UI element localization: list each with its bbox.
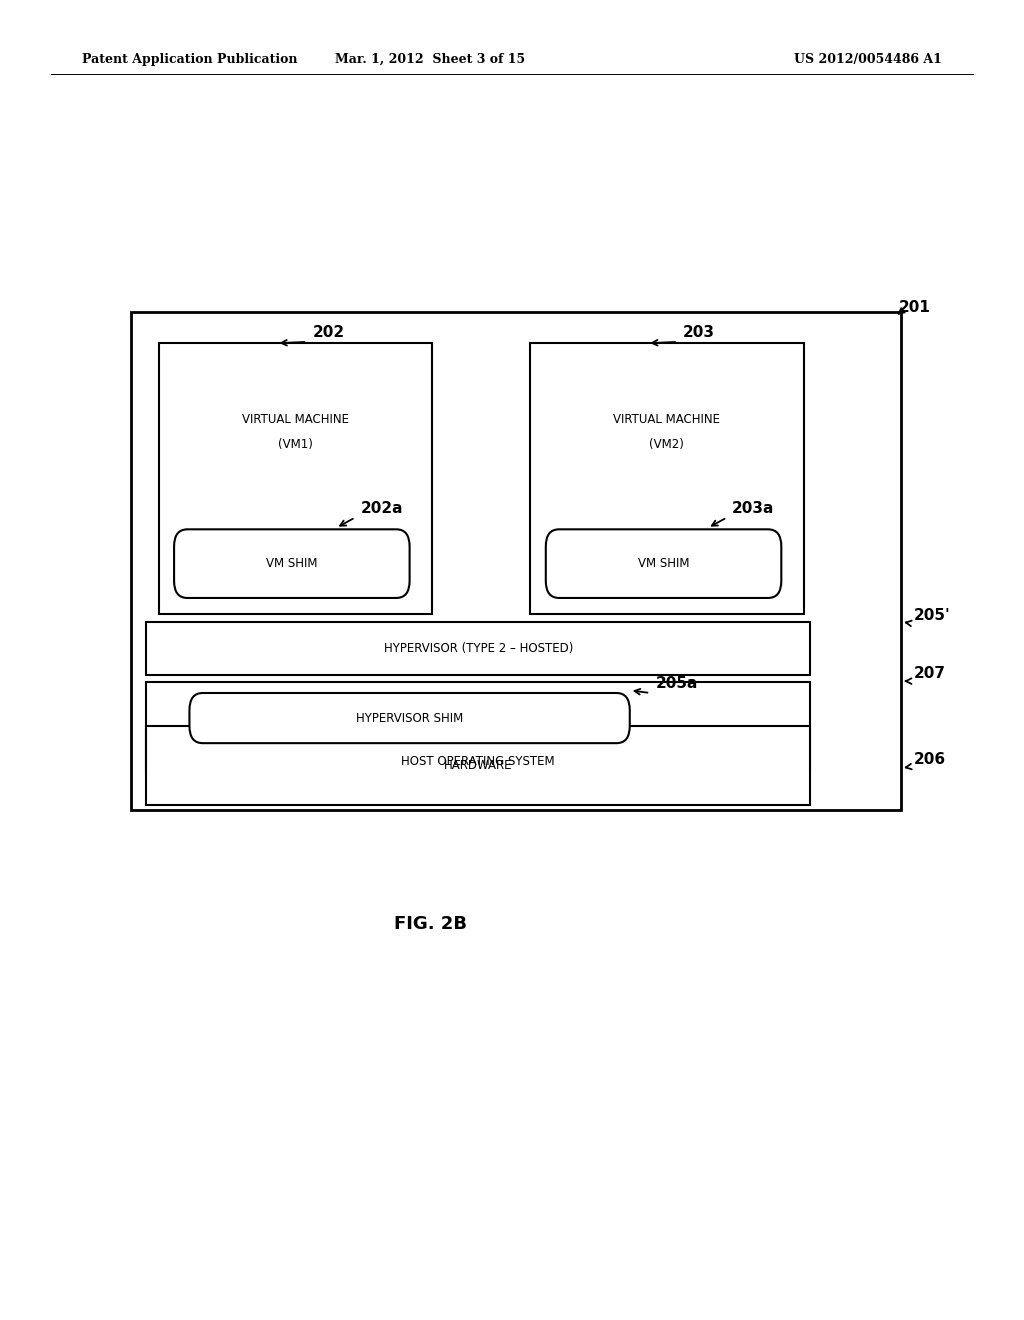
Text: 205a: 205a <box>655 676 697 692</box>
Bar <box>530 343 804 614</box>
Text: 201: 201 <box>899 300 931 315</box>
Text: 207: 207 <box>913 665 945 681</box>
Bar <box>131 312 901 810</box>
Text: HARDWARE: HARDWARE <box>444 759 512 772</box>
Text: Mar. 1, 2012  Sheet 3 of 15: Mar. 1, 2012 Sheet 3 of 15 <box>335 53 525 66</box>
Text: FIG. 2B: FIG. 2B <box>393 915 467 933</box>
Text: (VM1): (VM1) <box>279 438 313 451</box>
Bar <box>146 726 810 805</box>
Text: HOST OPERATING SYSTEM: HOST OPERATING SYSTEM <box>401 755 555 768</box>
Text: 205': 205' <box>913 607 950 623</box>
Text: HYPERVISOR (TYPE 2 – HOSTED): HYPERVISOR (TYPE 2 – HOSTED) <box>384 642 572 655</box>
FancyBboxPatch shape <box>546 529 781 598</box>
Text: VM SHIM: VM SHIM <box>638 557 689 570</box>
Text: 202a: 202a <box>360 500 403 516</box>
Text: 206: 206 <box>913 751 945 767</box>
Text: VIRTUAL MACHINE: VIRTUAL MACHINE <box>243 413 349 426</box>
Text: Patent Application Publication: Patent Application Publication <box>82 53 297 66</box>
Text: 202: 202 <box>312 325 344 341</box>
Text: 203a: 203a <box>732 500 774 516</box>
Text: VM SHIM: VM SHIM <box>266 557 317 570</box>
Text: US 2012/0054486 A1: US 2012/0054486 A1 <box>795 53 942 66</box>
Text: HYPERVISOR SHIM: HYPERVISOR SHIM <box>356 711 463 725</box>
FancyBboxPatch shape <box>174 529 410 598</box>
Text: 203: 203 <box>683 325 715 341</box>
Text: VIRTUAL MACHINE: VIRTUAL MACHINE <box>613 413 720 426</box>
Bar <box>146 682 810 772</box>
Bar <box>159 343 432 614</box>
Text: (VM2): (VM2) <box>649 438 684 451</box>
FancyBboxPatch shape <box>189 693 630 743</box>
Bar <box>146 622 810 675</box>
